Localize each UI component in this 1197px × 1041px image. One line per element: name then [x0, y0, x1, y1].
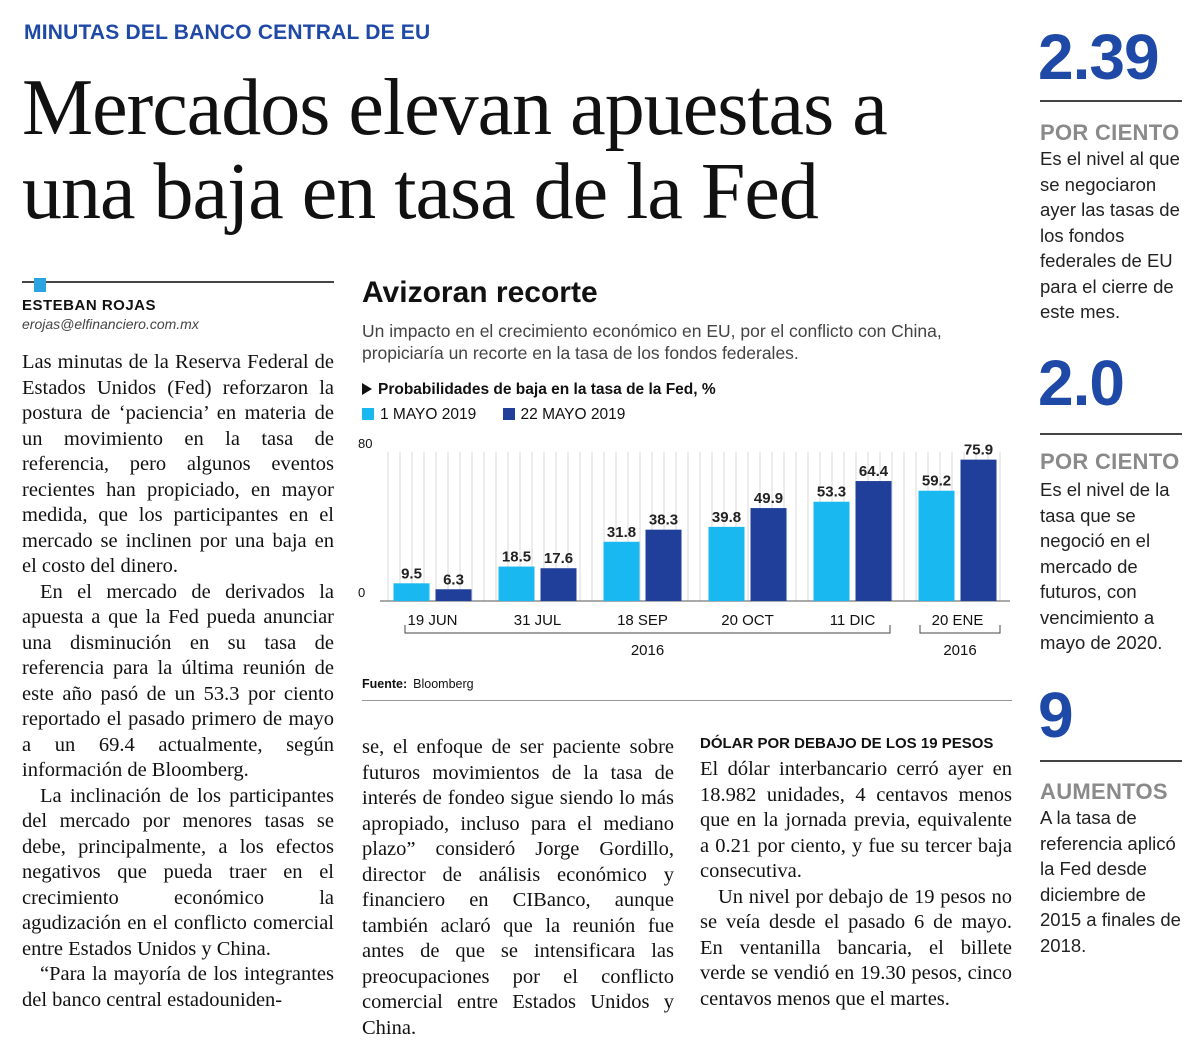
- bar: [855, 481, 892, 601]
- source-label: Fuente:: [362, 677, 408, 691]
- stat-divider: [1040, 100, 1182, 102]
- triangle-icon: [362, 383, 372, 395]
- bar: [435, 589, 472, 601]
- data-label: 39.8: [712, 509, 741, 526]
- legend-swatch: [502, 408, 515, 420]
- x-tick-label: 18 SEP: [617, 612, 668, 629]
- stat-unit: AUMENTOS: [1040, 779, 1168, 804]
- stat-number: 2.0: [1038, 347, 1125, 419]
- data-label: 38.3: [649, 512, 678, 529]
- stat-description: A la tasa de referencia aplicó la Fed de…: [1040, 807, 1181, 956]
- x-tick-label: 20 OCT: [721, 612, 774, 629]
- section-subhead: DÓLAR POR DEBAJO DE LOS 19 PESOS: [700, 735, 994, 752]
- kicker: MINUTAS DEL BANCO CENTRAL DE EU: [24, 21, 431, 44]
- headline: Mercados elevan apuestas a una baja en t…: [22, 64, 888, 236]
- bar: [645, 529, 682, 601]
- x-tick-label: 31 JUL: [514, 612, 562, 629]
- bar: [750, 508, 787, 601]
- bar: [960, 459, 997, 601]
- paragraph: Las minutas de la Reserva Federal de Est…: [22, 351, 334, 577]
- year-label: 2016: [943, 642, 976, 659]
- chart-legend: 1 MAYO 2019 22 MAYO 2019: [362, 406, 647, 424]
- x-tick-label: 11 DIC: [830, 612, 876, 629]
- paragraph: En el mercado de derivados la apuesta a …: [22, 580, 334, 782]
- body-column-1: Las minutas de la Reserva Federal de Est…: [22, 350, 334, 1013]
- data-label: 31.8: [607, 524, 636, 541]
- chart-label: Probabilidades de baja en la tasa de la …: [362, 381, 716, 399]
- author-divider: [22, 281, 334, 283]
- chart-label-text: Probabilidades de baja en la tasa de la …: [378, 381, 716, 398]
- chart-subtitle: Un impacto en el crecimiento económico e…: [362, 321, 942, 363]
- legend-label: 22 MAYO 2019: [520, 406, 626, 423]
- paragraph: El dólar interbancario cerró ayer en 18.…: [700, 758, 1012, 882]
- stat-divider: [1040, 433, 1182, 435]
- bar: [813, 501, 850, 601]
- paragraph: “Para la mayoría de los integrantes del …: [22, 963, 334, 1011]
- data-label: 18.5: [502, 549, 531, 566]
- chart-bottom-divider: [362, 700, 1012, 701]
- x-tick-label: 20 ENE: [932, 612, 984, 629]
- body-column-3: DÓLAR POR DEBAJO DE LOS 19 PESOS El dóla…: [700, 735, 1012, 1012]
- data-label: 64.4: [859, 463, 889, 480]
- paragraph: se, el enfoque de ser paciente sobre fut…: [362, 736, 674, 1039]
- bar: [498, 566, 535, 601]
- year-label: 2016: [631, 642, 664, 659]
- author-email: erojas@elfinanciero.com.mx: [22, 316, 199, 332]
- data-label: 59.2: [922, 473, 951, 490]
- author-marker-icon: [34, 278, 46, 292]
- paragraph: Un nivel por debajo de 19 pesos no se ve…: [700, 885, 1012, 1010]
- x-tick-label: 19 JUN: [407, 612, 457, 629]
- chart-source: Fuente: Bloomberg: [362, 677, 474, 691]
- y-tick-label: 0: [358, 585, 365, 600]
- stat-divider: [1040, 760, 1182, 762]
- bar: [540, 568, 577, 601]
- legend-swatch: [362, 408, 374, 420]
- stat-description: Es el nivel al que se negociaron ayer la…: [1040, 148, 1180, 322]
- data-label: 53.3: [817, 484, 846, 501]
- bar: [603, 541, 640, 601]
- data-label: 6.3: [443, 571, 464, 588]
- body-column-2: se, el enfoque de ser paciente sobre fut…: [362, 735, 674, 1041]
- bar: [918, 490, 955, 601]
- stat-number: 9: [1038, 679, 1074, 751]
- stat-description: Es el nivel de la tasa que se negoció en…: [1040, 479, 1170, 653]
- y-tick-label: 80: [358, 436, 372, 451]
- chart-title: Avizoran recorte: [362, 276, 598, 309]
- bar: [393, 583, 430, 601]
- paragraph: La inclinación de los participantes del …: [22, 784, 334, 960]
- bar: [708, 526, 745, 601]
- bar-chart: 0 80 9.5 6.3 19 JUN 18.5 17.6 31 JUL 31.8 38.3 18 …: [358, 436, 1010, 659]
- legend-item: 1 MAYO 2019: [362, 406, 476, 423]
- stat-unit: POR CIENTO: [1040, 449, 1180, 474]
- legend-label: 1 MAYO 2019: [380, 406, 477, 423]
- data-label: 9.5: [401, 565, 422, 582]
- data-label: 17.6: [544, 550, 573, 567]
- data-label: 49.9: [754, 490, 783, 507]
- year-bracket: [404, 625, 891, 634]
- legend-item: 22 MAYO 2019: [502, 406, 626, 423]
- source-name: Bloomberg: [413, 677, 474, 691]
- author-name: ESTEBAN ROJAS: [22, 297, 157, 314]
- stat-unit: POR CIENTO: [1040, 120, 1180, 145]
- stat-number: 2.39: [1038, 21, 1160, 93]
- data-label: 75.9: [964, 442, 993, 459]
- year-bracket: [919, 625, 1001, 634]
